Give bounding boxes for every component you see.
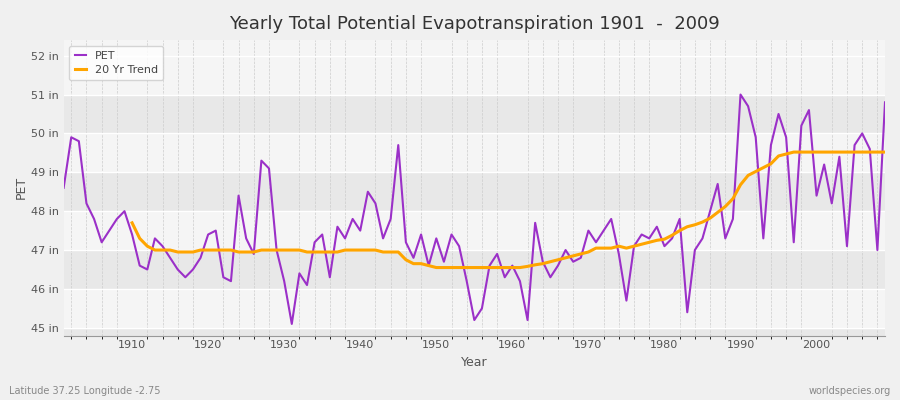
Bar — [64, 40, 885, 56]
PET — [507, 263, 517, 268]
Line: PET: PET — [64, 94, 885, 324]
Bar — [64, 328, 885, 336]
PET — [606, 216, 616, 221]
Y-axis label: PET: PET — [15, 176, 28, 200]
20 Yr Trend — [127, 220, 138, 225]
Bar — [64, 134, 885, 172]
20 Yr Trend — [857, 150, 868, 154]
20 Yr Trend — [302, 250, 312, 254]
20 Yr Trend — [583, 250, 594, 254]
Bar — [64, 289, 885, 328]
20 Yr Trend — [788, 150, 799, 154]
20 Yr Trend — [522, 264, 533, 269]
PET — [119, 209, 130, 214]
Bar — [64, 250, 885, 289]
PET — [735, 92, 746, 97]
Bar — [64, 211, 885, 250]
20 Yr Trend — [271, 248, 282, 252]
PET — [286, 322, 297, 326]
PET — [294, 271, 305, 276]
Text: worldspecies.org: worldspecies.org — [809, 386, 891, 396]
PET — [58, 186, 69, 190]
PET — [879, 100, 890, 105]
20 Yr Trend — [879, 150, 890, 154]
20 Yr Trend — [431, 265, 442, 270]
Text: Latitude 37.25 Longitude -2.75: Latitude 37.25 Longitude -2.75 — [9, 386, 160, 396]
Bar — [64, 56, 885, 94]
X-axis label: Year: Year — [461, 356, 488, 369]
PET — [339, 236, 350, 241]
Line: 20 Yr Trend: 20 Yr Trend — [132, 152, 885, 268]
20 Yr Trend — [834, 150, 845, 154]
Title: Yearly Total Potential Evapotranspiration 1901  -  2009: Yearly Total Potential Evapotranspiratio… — [229, 15, 720, 33]
PET — [515, 279, 526, 284]
Bar — [64, 94, 885, 134]
Legend: PET, 20 Yr Trend: PET, 20 Yr Trend — [69, 46, 164, 80]
Bar — [64, 172, 885, 211]
